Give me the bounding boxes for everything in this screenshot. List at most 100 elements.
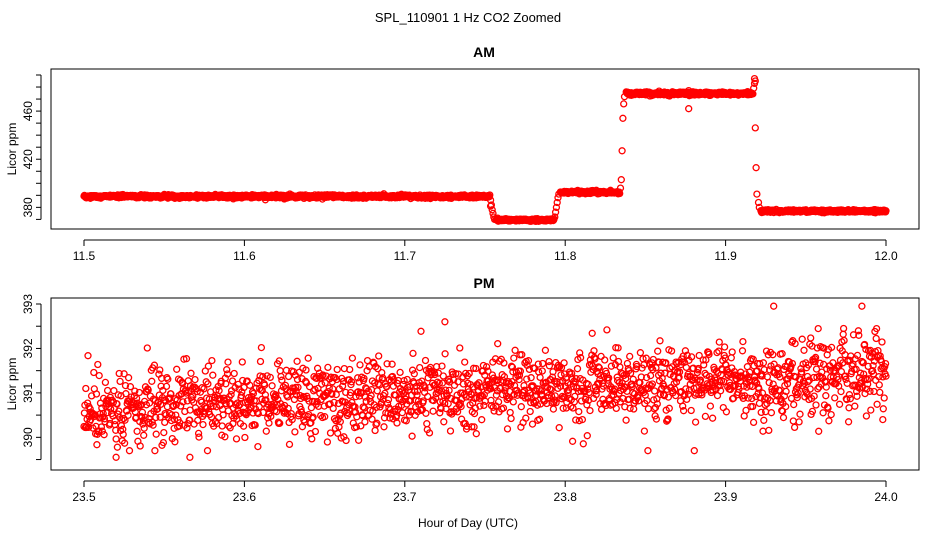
pm-data-point — [371, 363, 380, 371]
pm-data-point — [218, 422, 226, 430]
pm-data-point — [646, 371, 655, 380]
pm-data-point — [321, 379, 329, 387]
pm-data-point — [831, 394, 839, 402]
am-y-axis-label: Licor ppm — [5, 123, 19, 176]
pm-data-point — [94, 360, 102, 369]
pm-data-point — [660, 392, 669, 400]
am-plot-frame — [50, 68, 920, 230]
pm-data-point — [398, 409, 406, 417]
pm-data-point — [822, 383, 830, 391]
pm-data-point — [361, 418, 369, 426]
pm-data-point — [404, 407, 412, 415]
pm-data-point — [383, 399, 392, 408]
pm-data-point — [126, 383, 135, 391]
pm-data-point — [578, 415, 587, 424]
pm-data-point — [113, 400, 121, 408]
pm-data-point — [200, 385, 208, 393]
pm-data-point — [603, 326, 611, 334]
pm-data-point — [760, 366, 768, 374]
pm-data-point — [309, 413, 317, 421]
am-panel: AM 11.5 11.6 11.7 11.8 11.9 12.0 380 420 460 Li… — [5, 44, 920, 263]
pm-data-point — [715, 347, 723, 355]
pm-data-point — [821, 378, 830, 386]
pm-data-point — [384, 396, 393, 404]
pm-data-point — [881, 359, 890, 368]
pm-data-point — [876, 388, 884, 397]
am-data-point — [490, 215, 499, 224]
pm-data-point — [575, 407, 583, 416]
pm-data-point — [340, 433, 348, 441]
pm-data-point — [419, 397, 427, 405]
pm-data-point — [722, 408, 731, 416]
pm-data-point — [145, 399, 154, 407]
pm-data-point — [583, 401, 591, 409]
pm-data-point — [267, 412, 275, 421]
pm-data-point — [357, 422, 365, 430]
pm-data-point — [143, 344, 151, 352]
pm-data-point — [215, 386, 223, 395]
pm-data-point — [293, 375, 302, 384]
pm-data-point — [653, 400, 661, 408]
pm-data-point — [374, 365, 382, 373]
pm-data-point — [257, 343, 266, 352]
pm-data-point — [811, 353, 820, 362]
pm-data-point — [640, 427, 649, 435]
pm-data-point — [713, 348, 721, 357]
pm-data-point — [375, 352, 383, 360]
pm-data-point — [759, 359, 768, 367]
pm-data-point — [294, 383, 302, 391]
pm-data-point — [760, 416, 768, 424]
pm-data-point — [810, 392, 818, 400]
pm-data-point — [293, 357, 301, 365]
pm-data-point — [630, 405, 638, 413]
pm-data-point — [656, 337, 664, 345]
pm-data-point — [410, 370, 418, 378]
pm-data-point — [842, 375, 850, 383]
pm-data-point — [204, 362, 213, 370]
pm-data-point — [360, 374, 368, 383]
pm-data-point — [162, 382, 171, 391]
pm-data-point — [857, 379, 865, 388]
pm-data-point — [535, 415, 544, 423]
pm-data-point — [782, 387, 790, 396]
pm-data-point — [644, 405, 653, 413]
pm-data-point — [510, 354, 518, 362]
pm-data-point — [167, 390, 175, 398]
pm-data-point — [588, 329, 596, 337]
pm-data-point — [153, 402, 161, 410]
pm-data-point — [858, 302, 866, 310]
pm-data-point — [120, 370, 128, 378]
pm-data-point — [650, 387, 659, 395]
pm-data-point — [500, 373, 509, 381]
pm-data-point — [607, 362, 616, 370]
pm-data-point — [429, 407, 437, 415]
pm-data-point — [268, 382, 276, 390]
pm-data-point — [769, 351, 777, 359]
figure-title: SPL_110901 1 Hz CO2 Zoomed — [375, 10, 561, 25]
pm-data-point — [371, 426, 379, 435]
pm-data-point — [112, 435, 120, 443]
pm-data-point — [626, 369, 635, 377]
pm-data-point — [689, 375, 697, 384]
pm-data-point — [495, 357, 504, 365]
pm-data-point — [148, 418, 156, 426]
pm-data-point — [804, 361, 813, 369]
pm-data-point — [152, 413, 160, 422]
am-x-tick-label: 11.6 — [233, 249, 256, 263]
pm-data-point — [653, 395, 661, 403]
pm-data-point — [157, 400, 165, 409]
pm-data-point — [778, 350, 786, 358]
pm-data-point — [595, 364, 603, 372]
pm-data-point — [845, 391, 854, 399]
pm-data-point — [727, 354, 735, 362]
pm-data-point — [437, 404, 445, 413]
pm-data-point — [846, 395, 854, 403]
pm-data-point — [679, 402, 687, 410]
pm-data-point — [370, 359, 378, 367]
pm-data-point — [858, 383, 867, 391]
pm-data-point — [424, 392, 432, 401]
pm-data-point — [776, 373, 784, 381]
pm-x-tick-label: 24.0 — [874, 490, 898, 504]
pm-data-point — [409, 349, 417, 358]
am-x-tick-label: 11.8 — [554, 249, 577, 263]
